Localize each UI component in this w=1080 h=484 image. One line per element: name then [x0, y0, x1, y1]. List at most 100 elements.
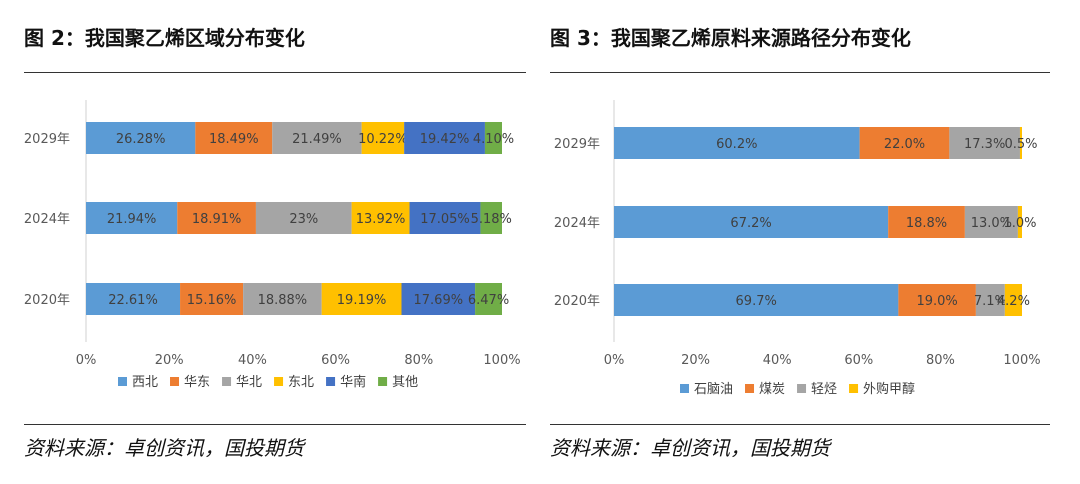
data-label: 4.10% [473, 132, 514, 147]
data-label: 22.61% [108, 293, 158, 308]
bar-segment [484, 122, 502, 154]
category-label: 2024年 [554, 216, 600, 231]
bar-segment [86, 122, 196, 154]
data-label: 69.7% [736, 294, 777, 309]
data-label: 60.2% [716, 137, 757, 152]
data-label: 18.91% [192, 212, 242, 227]
x-tick-label: 40% [238, 353, 267, 368]
data-label: 19.42% [420, 132, 470, 147]
legend-label: 石脑油 [694, 382, 733, 397]
data-label: 67.2% [730, 216, 771, 231]
legend: 西北 华东 华北 东北 华南 其他 [118, 374, 418, 390]
x-tick-label: 40% [763, 353, 792, 368]
bar-segment [255, 202, 352, 234]
bar-segment [888, 206, 965, 238]
legend-swatch [680, 384, 689, 393]
data-label: 18.49% [209, 132, 259, 147]
bar-segment [272, 122, 362, 154]
data-label: 19.0% [916, 294, 957, 309]
feedstock-stacked-bar-chart: 2029年 60.2% 22.0% 17.3% 0.5% 2024年 67.2% 18.8% 1… [554, 100, 1041, 397]
bar-segment [975, 284, 1005, 316]
bar-segment [480, 202, 502, 234]
data-label: 0.5% [1004, 137, 1037, 152]
title-divider [24, 72, 526, 73]
x-tick-label: 60% [844, 353, 873, 368]
bar-segment [195, 122, 273, 154]
x-tick-label: 100% [1003, 353, 1040, 368]
region-stacked-bar-chart: 2029年 26.28% 18.49% 21.49% 10.22% 19.42% 4.10%… [24, 100, 521, 390]
bar-segment [475, 283, 502, 315]
bar-segment [180, 283, 244, 315]
legend-swatch [326, 377, 336, 386]
data-label: 21.49% [292, 132, 342, 147]
x-tick-label: 20% [681, 353, 710, 368]
legend-swatch [222, 377, 232, 386]
data-label: 18.8% [906, 216, 947, 231]
bar-segment [614, 206, 889, 238]
bar-segment [614, 284, 899, 316]
bar-segment [859, 127, 950, 159]
bar-segment [86, 202, 178, 234]
bar-segment [1017, 206, 1022, 238]
legend: 石脑油 煤炭 轻烃 外购甲醇 [680, 381, 915, 397]
x-tick-label: 0% [76, 353, 97, 368]
x-tick-label: 80% [926, 353, 955, 368]
data-label: 26.28% [116, 132, 166, 147]
legend-label: 西北 [132, 375, 158, 390]
bar-segment [321, 283, 402, 315]
x-tick-label: 0% [604, 353, 625, 368]
legend-label: 华北 [236, 375, 262, 390]
legend-label: 华东 [184, 375, 210, 390]
legend-swatch [797, 384, 807, 393]
legend-label: 其他 [392, 375, 418, 390]
category-label: 2029年 [24, 132, 70, 147]
x-tick-label: 80% [404, 353, 433, 368]
data-label: 22.0% [884, 137, 925, 152]
legend-label: 华南 [340, 374, 366, 390]
bar-segment [401, 283, 476, 315]
legend-swatch [849, 384, 859, 393]
chart-title: 图 2：我国聚乙烯区域分布变化 [24, 26, 305, 50]
source-divider [550, 424, 1050, 425]
source-note: 资料来源：卓创资讯，国投期货 [550, 436, 830, 460]
bar-segment [1004, 284, 1022, 316]
data-label: 10.22% [358, 132, 408, 147]
data-label: 6.47% [468, 293, 509, 308]
x-tick-label: 100% [483, 353, 520, 368]
category-label: 2029年 [554, 137, 600, 152]
legend-label: 轻烃 [811, 382, 837, 397]
legend-label: 东北 [288, 375, 314, 390]
data-label: 13.92% [356, 212, 406, 227]
bar-segment [409, 202, 481, 234]
category-label: 2024年 [24, 212, 70, 227]
legend-swatch [274, 377, 284, 386]
bar-segment [177, 202, 256, 234]
data-label: 15.16% [187, 293, 237, 308]
category-label: 2020年 [554, 294, 600, 309]
bar-segment [404, 122, 485, 154]
bar-segment [898, 284, 976, 316]
x-tick-label: 20% [155, 353, 184, 368]
bar-segment [949, 127, 1020, 159]
source-note: 资料来源：卓创资讯，国投期货 [24, 436, 304, 460]
title-divider [550, 72, 1050, 73]
data-label: 17.05% [420, 212, 470, 227]
legend-label: 煤炭 [759, 382, 785, 397]
bar-segment [351, 202, 410, 234]
bar-segment [964, 206, 1018, 238]
chart-panel-region: 图 2：我国聚乙烯区域分布变化 2029年 26.28% 18.49% 21.49% 1… [24, 26, 526, 460]
bar-segment [86, 283, 181, 315]
legend-swatch [170, 377, 180, 386]
bar-segment [243, 283, 322, 315]
x-tick-label: 60% [321, 353, 350, 368]
category-label: 2020年 [24, 293, 70, 308]
bar-segment [361, 122, 405, 154]
data-label: 17.3% [964, 137, 1005, 152]
data-label: 4.2% [997, 294, 1030, 309]
data-label: 18.88% [258, 293, 308, 308]
chart-title: 图 3：我国聚乙烯原料来源路径分布变化 [550, 26, 911, 50]
legend-swatch [118, 377, 127, 386]
data-label: 7.1% [974, 294, 1007, 309]
data-label: 17.69% [414, 293, 464, 308]
data-label: 23% [289, 212, 318, 227]
